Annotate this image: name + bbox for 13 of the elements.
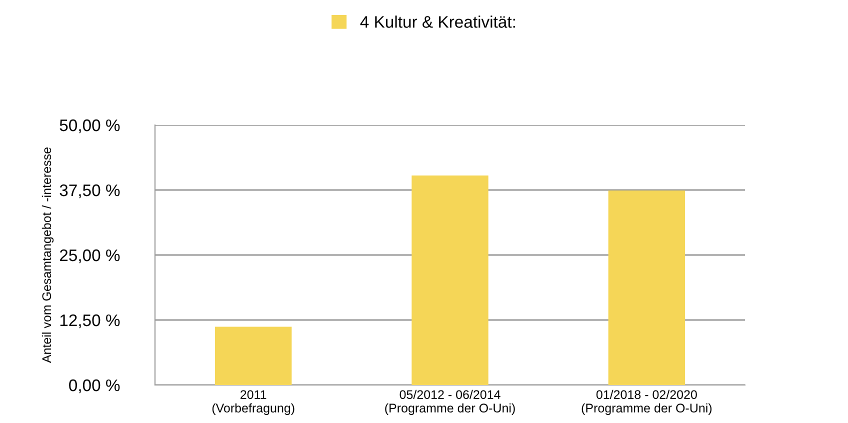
bar: [412, 175, 488, 385]
y-tick-label: 12,50 %: [60, 314, 120, 328]
bar: [608, 190, 686, 385]
x-tick-label: 05/2012 - 06/2014 (Programme der O-Uni): [385, 390, 515, 415]
y-axis-title: Anteil vom Gesamtangebot / -interesse: [42, 148, 54, 364]
legend-label: 4 Kultur & Kreativität:: [360, 16, 515, 28]
y-tick-label: 37,50 %: [60, 184, 120, 198]
y-tick-label: 50,00 %: [60, 119, 120, 134]
x-tick-label: 2011 (Vorbefragung): [212, 390, 294, 415]
bar: [214, 326, 292, 385]
x-tick-label: 01/2018 - 02/2020 (Programme der O-Uni): [582, 390, 712, 415]
y-tick-label: 25,00 %: [60, 249, 120, 264]
y-tick-label: 0,00 %: [69, 379, 120, 394]
